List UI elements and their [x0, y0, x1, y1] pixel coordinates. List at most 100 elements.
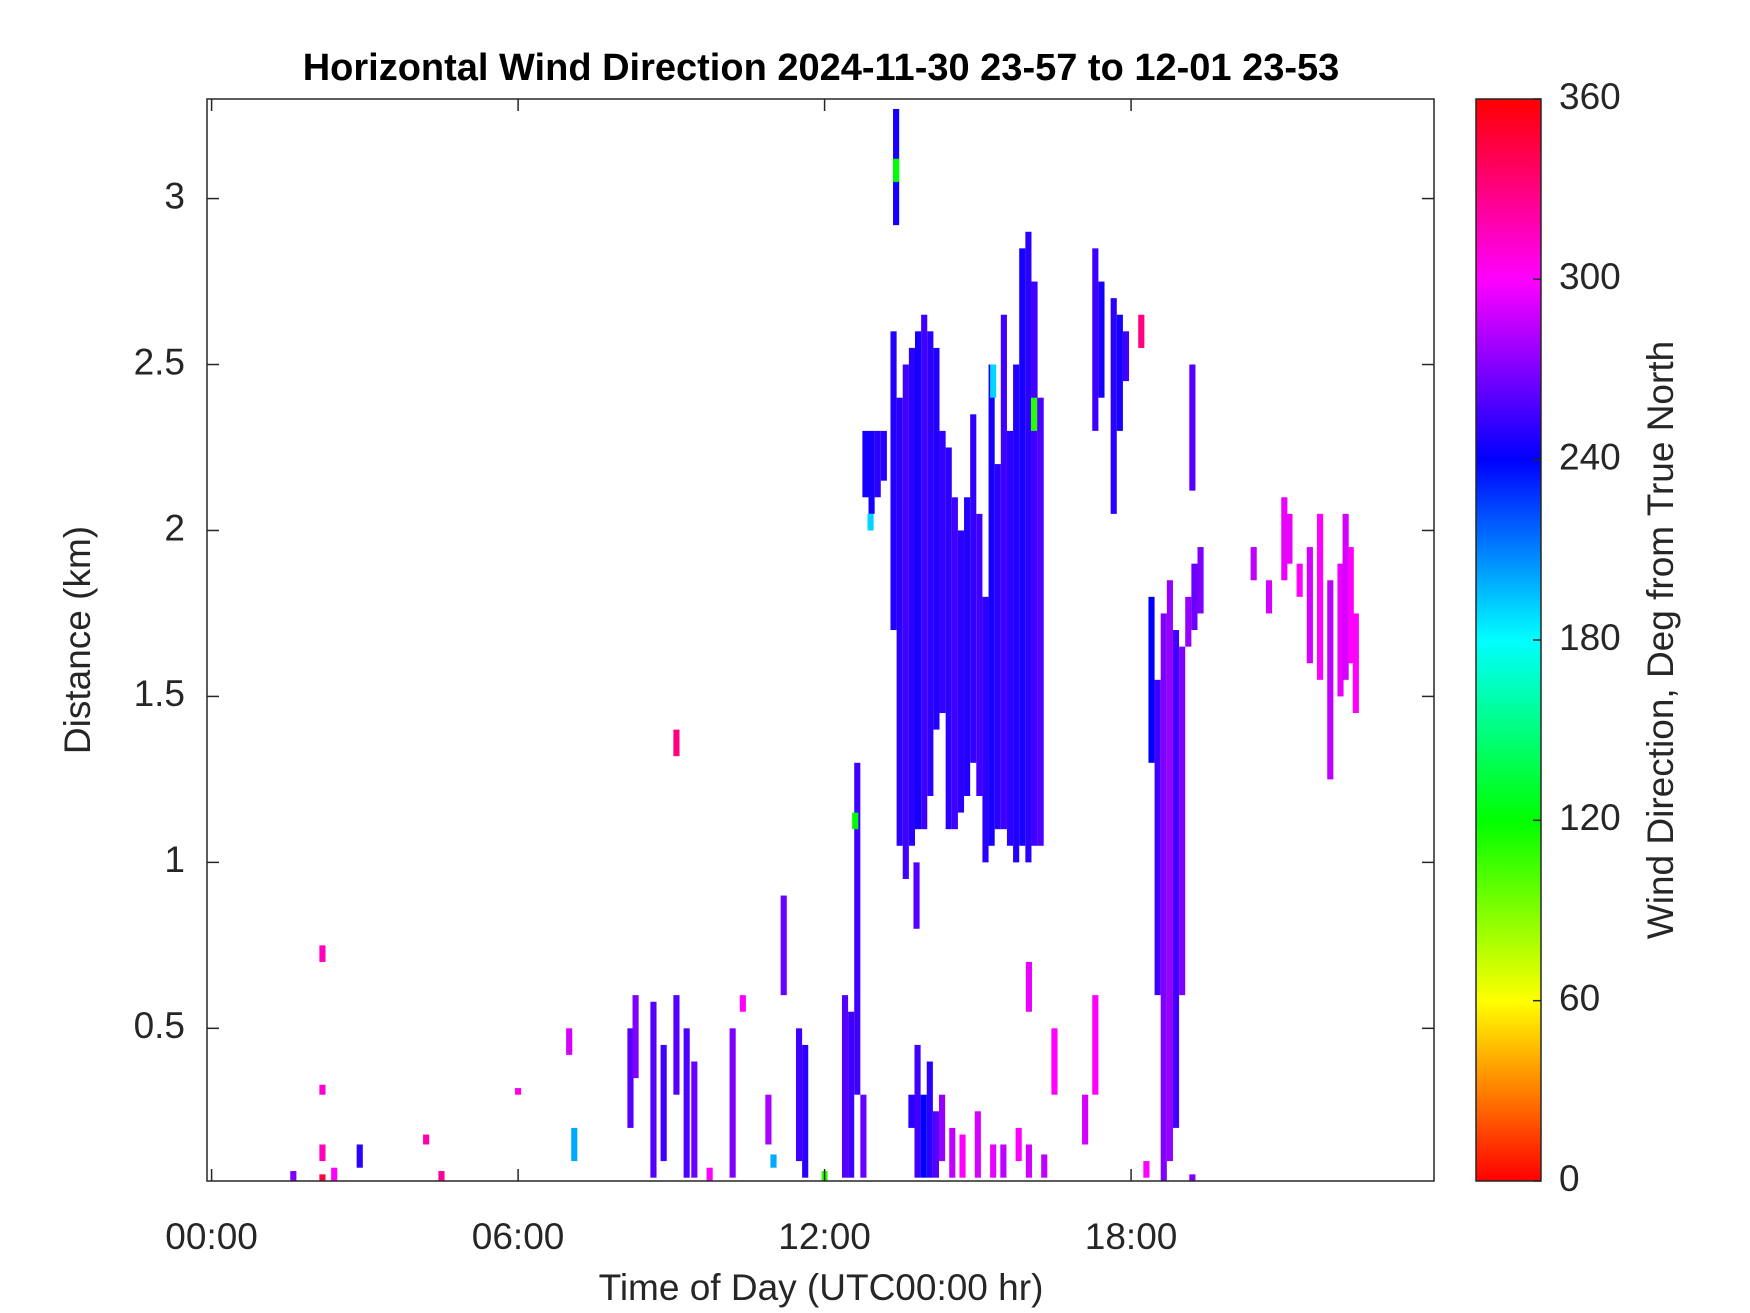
- cell: [945, 447, 952, 830]
- cell: [1143, 1161, 1150, 1178]
- colorbar-tick-label: 360: [1559, 76, 1621, 117]
- cell: [868, 430, 875, 514]
- cell: [921, 314, 928, 830]
- colorbar-tick-label: 240: [1559, 436, 1621, 477]
- cell: [627, 1028, 634, 1128]
- cell: [438, 1171, 445, 1181]
- cell: [739, 995, 746, 1012]
- cell: [1092, 248, 1099, 431]
- y-tick-label: 3: [164, 175, 185, 216]
- cell: [1250, 547, 1257, 581]
- cell: [1166, 580, 1173, 1162]
- cell: [1352, 613, 1359, 714]
- cell: [908, 1094, 915, 1128]
- cell: [1296, 563, 1303, 597]
- y-tick-label: 2.5: [134, 341, 185, 382]
- cell: [959, 1134, 966, 1178]
- cell: [990, 364, 997, 398]
- cell: [927, 331, 934, 796]
- cell: [319, 1174, 326, 1181]
- cell: [1154, 679, 1161, 996]
- cell: [854, 762, 861, 1095]
- cell: [970, 414, 977, 763]
- cell: [1306, 547, 1313, 664]
- cell: [932, 1111, 940, 1178]
- cell: [852, 812, 859, 830]
- cell: [1197, 547, 1204, 614]
- cell: [1006, 430, 1014, 846]
- y-tick-label: 0.5: [134, 1005, 185, 1046]
- cell: [1116, 314, 1123, 431]
- cell: [1337, 563, 1344, 697]
- cell: [964, 497, 971, 796]
- cell: [867, 513, 874, 531]
- cell: [1037, 397, 1044, 846]
- cell: [290, 1171, 297, 1181]
- cell: [908, 347, 916, 846]
- cell: [939, 430, 946, 714]
- y-tick-label: 1.5: [134, 673, 185, 714]
- cell: [974, 1111, 981, 1178]
- cell: [1092, 995, 1099, 1095]
- cell: [988, 364, 995, 846]
- x-tick-label: 18:00: [1085, 1216, 1178, 1257]
- cell: [1342, 513, 1349, 680]
- cell: [1000, 314, 1007, 830]
- cell: [1317, 513, 1324, 680]
- cell: [914, 1044, 921, 1178]
- cell: [1185, 596, 1192, 647]
- cell: [566, 1028, 573, 1055]
- colorbar-tick-label: 180: [1559, 617, 1621, 658]
- cell: [926, 1061, 933, 1178]
- x-tick-label: 00:00: [165, 1216, 258, 1257]
- x-tick-label: 12:00: [778, 1216, 871, 1257]
- cell: [1138, 314, 1145, 348]
- cell: [1000, 1144, 1007, 1178]
- y-axis-label: Distance (km): [57, 526, 98, 754]
- cell: [1281, 497, 1288, 581]
- y-tick-label: 1: [164, 839, 185, 880]
- cell: [902, 364, 909, 879]
- cell: [990, 1144, 997, 1178]
- cell: [1327, 580, 1334, 780]
- x-tick-label: 06:00: [472, 1216, 565, 1257]
- cell: [802, 1044, 809, 1178]
- cell: [982, 596, 989, 863]
- cell: [862, 430, 869, 498]
- cell: [880, 430, 887, 481]
- cell: [632, 995, 639, 1079]
- y-tick-label: 2: [164, 507, 185, 548]
- cell: [893, 158, 900, 182]
- colorbar-tick-label: 0: [1559, 1158, 1580, 1199]
- cell: [1110, 298, 1117, 514]
- plot-area: [207, 99, 1434, 1181]
- cell: [1347, 547, 1354, 664]
- cell: [860, 1094, 867, 1178]
- cell: [356, 1144, 363, 1168]
- cell: [650, 1001, 657, 1178]
- cell: [957, 530, 965, 813]
- cell: [896, 397, 903, 846]
- cell: [1179, 646, 1186, 996]
- cell: [319, 1084, 326, 1095]
- cell: [848, 1011, 855, 1178]
- colorbar: [1475, 98, 1542, 1182]
- cell: [1015, 1127, 1022, 1162]
- cell: [683, 1028, 690, 1178]
- cell: [1160, 613, 1167, 1181]
- cell: [729, 1028, 736, 1178]
- cell: [515, 1088, 522, 1095]
- cell: [691, 1061, 698, 1178]
- cell: [1189, 1174, 1196, 1181]
- cell: [1265, 580, 1273, 614]
- cell: [994, 464, 1001, 830]
- cell: [976, 513, 983, 796]
- cell: [1041, 1154, 1048, 1178]
- cell: [951, 497, 958, 830]
- cell: [1191, 563, 1198, 631]
- cell: [319, 945, 326, 962]
- cell: [331, 1167, 338, 1181]
- cell: [890, 331, 897, 631]
- cell: [660, 1044, 667, 1162]
